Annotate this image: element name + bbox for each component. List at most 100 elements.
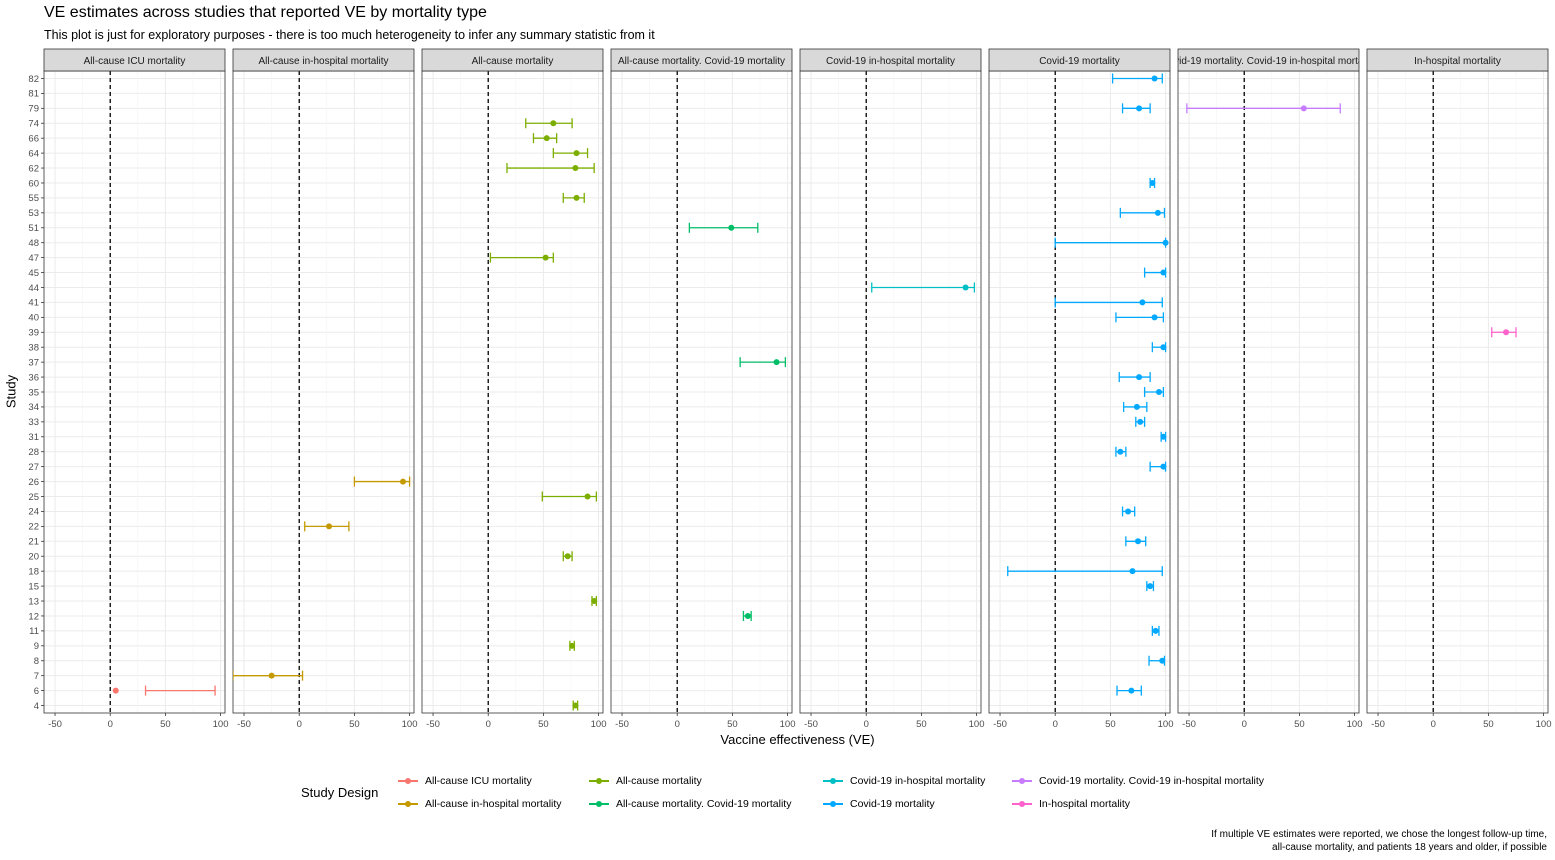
error-bar-group [1143,387,1165,397]
error-bar-group [1146,581,1155,592]
y-tick-label: 6 [34,686,39,697]
error-bar-group [871,282,976,293]
error-bar-group [1118,372,1151,383]
data-point [1300,105,1307,112]
x-tick-label: 50 [538,719,549,730]
legend-key [822,774,844,788]
y-tick-label: 79 [28,104,39,115]
facet-strip-label: All-cause ICU mortality [84,56,186,67]
data-point [1137,418,1144,425]
data-point [399,478,406,485]
x-tick-label: 50 [727,719,738,730]
y-tick-label: 22 [28,522,39,533]
error-bar-group [506,163,595,174]
y-tick-label: 64 [28,148,39,159]
facet-strip-label: All-cause mortality. Covid-19 mortality [618,56,785,67]
y-tick-label: 51 [28,223,39,234]
y-tick-label: 24 [28,507,39,518]
data-point [1139,299,1146,306]
x-tick-label: 0 [108,719,113,730]
error-bar-group [1135,416,1146,427]
y-tick-label: 62 [28,163,39,174]
data-point [569,642,576,649]
x-tick-label: 100 [1347,719,1363,730]
legend-item: Covid-19 mortality. Covid-19 in-hospital… [1011,774,1264,788]
caption-line-2: all-cause mortality, and patients 18 yea… [1272,842,1547,853]
x-tick-label: -50 [426,719,440,730]
error-bar-group [688,222,759,233]
error-bar-group [1119,207,1166,218]
facet-strip-label: All-cause in-hospital mortality [258,56,388,67]
data-point [591,598,598,605]
error-bar-group [233,670,304,681]
facet-strip [799,48,982,72]
error-bar-group [1054,297,1163,308]
data-point [543,135,550,142]
caption: If multiple VE estimates were reported, … [1211,828,1547,854]
x-tick-label: -50 [615,719,629,730]
error-bar-group [1121,506,1136,517]
data-point [1160,344,1167,351]
x-tick-label: 0 [1242,719,1247,730]
y-tick-label: 28 [28,447,39,458]
legend-key [397,797,419,811]
error-bar-group [562,192,585,203]
error-bar-group [1122,401,1148,412]
y-tick-label: 37 [28,357,39,368]
legend-label: All-cause mortality [616,775,702,787]
y-tick-label: 9 [34,641,39,652]
error-bar-group [1148,655,1166,666]
x-tick-label: -50 [237,719,251,730]
x-tick-label: 0 [1431,719,1436,730]
legend-item: Covid-19 mortality [822,797,935,811]
y-tick-label: 35 [28,387,39,398]
legend-item: All-cause mortality. Covid-19 mortality [588,797,791,811]
error-bar-group [1116,685,1142,696]
error-bar-group [304,521,350,532]
facet-strip [1366,48,1549,72]
data-point [1151,314,1158,321]
x-tick-label: 50 [349,719,360,730]
x-tick-label: 0 [864,719,869,730]
legend-key [1011,797,1033,811]
error-bar-group [1115,312,1165,323]
data-point [962,284,969,291]
y-tick-label: 26 [28,477,39,488]
data-point [550,120,557,127]
error-bar-group [489,252,554,263]
x-tick-label: -50 [804,719,818,730]
facet-strip [43,48,226,72]
y-tick-label: 45 [28,268,39,279]
legend-key [588,797,610,811]
error-bar-group [1151,342,1167,353]
data-point [1136,105,1143,112]
data-point [1152,627,1159,634]
data-point [572,702,579,709]
error-bar-group [1007,566,1163,577]
legend-label: In-hospital mortality [1039,798,1131,810]
y-tick-label: 13 [28,596,39,607]
data-point [1154,209,1161,216]
y-tick-label: 21 [28,537,39,548]
data-point [1133,403,1140,410]
y-tick-label: 31 [28,432,39,443]
y-axis-label: Study [3,374,19,409]
legend-item: Covid-19 in-hospital mortality [822,774,985,788]
legend-label: Covid-19 mortality [850,798,935,810]
x-tick-label: 50 [160,719,171,730]
data-point [728,224,735,231]
legend-item: All-cause mortality [588,774,702,788]
error-bar-group [1151,625,1160,636]
facet-strip-label: In-hospital mortality [1414,56,1501,67]
data-point [268,672,275,679]
x-tick-label: 0 [297,719,302,730]
y-tick-label: 60 [28,178,39,189]
legend-label: Covid-19 mortality. Covid-19 in-hospital… [1039,775,1265,787]
y-tick-label: 41 [28,298,39,309]
data-point [1162,239,1169,246]
error-bar-group [1143,267,1167,278]
y-tick-label: 36 [28,372,39,383]
data-point [112,687,119,694]
data-point [773,359,780,366]
